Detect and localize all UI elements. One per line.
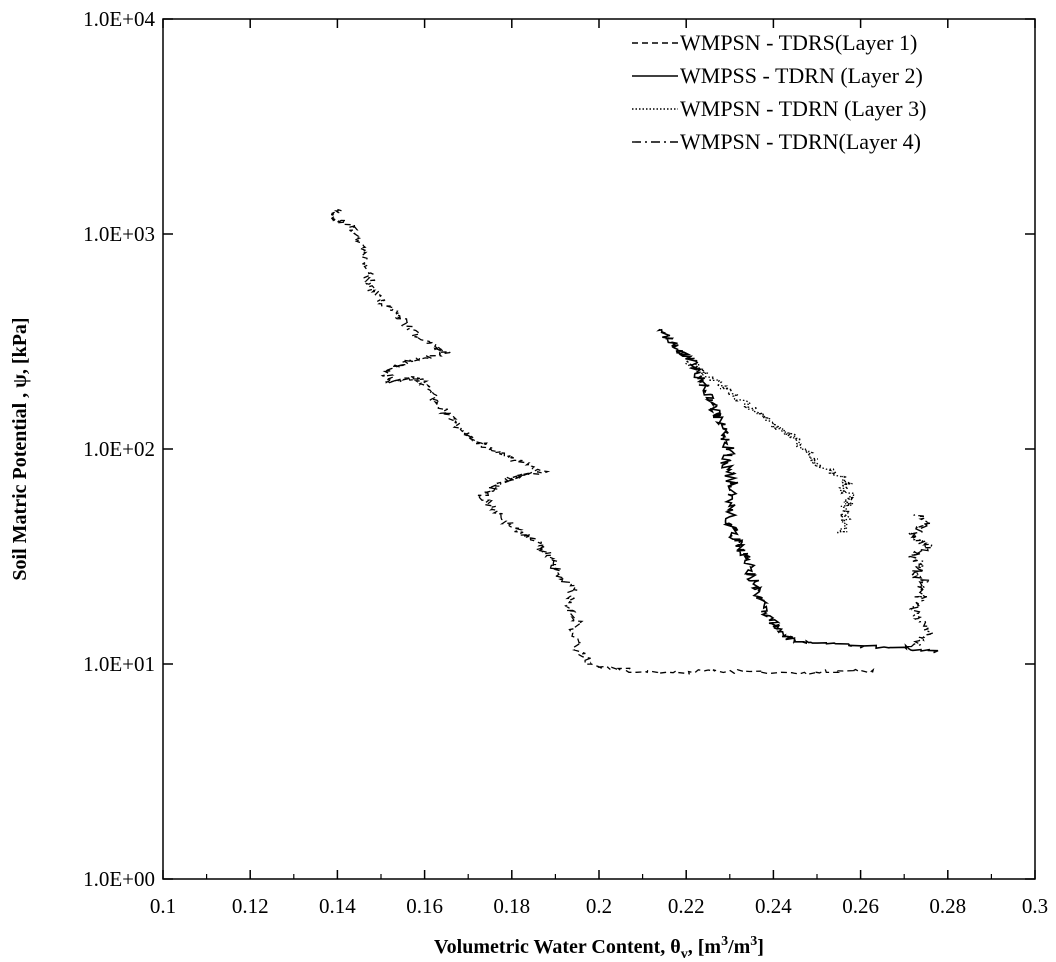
series-line-3: [684, 358, 856, 534]
legend-label-1: WMPSN - TDRS(Layer 1): [680, 30, 917, 55]
x-tick-label: 0.12: [232, 894, 269, 918]
series-line-4: [906, 513, 936, 648]
y-tick-label: 1.0E+01: [83, 652, 155, 676]
x-axis-title: Volumetric Water Content, θv, [m3/m3]: [434, 934, 764, 962]
x-tick-label: 0.14: [319, 894, 356, 918]
x-tick-label: 0.24: [755, 894, 792, 918]
y-tick-label: 1.0E+04: [83, 7, 155, 31]
legend: WMPSN - TDRS(Layer 1) WMPSS - TDRN (Layer…: [632, 30, 926, 154]
x-tick-label: 0.2: [586, 894, 612, 918]
y-tick-labels: 1.0E+00 1.0E+01 1.0E+02 1.0E+03 1.0E+04: [83, 7, 155, 891]
y-tick-label: 1.0E+00: [83, 867, 155, 891]
x-tick-label: 0.22: [668, 894, 705, 918]
plot-area: [162, 18, 1036, 880]
x-tick-label: 0.3: [1022, 894, 1048, 918]
legend-label-2: WMPSS - TDRN (Layer 2): [680, 63, 923, 88]
legend-label-4: WMPSN - TDRN(Layer 4): [680, 129, 921, 154]
legend-label-3: WMPSN - TDRN (Layer 3): [680, 96, 926, 121]
series-line-2: [656, 328, 939, 654]
axis-ticks: [162, 18, 1036, 880]
series-group: [330, 208, 939, 677]
y-axis-title: Soil Matric Potential , ψ, [kPa]: [9, 317, 31, 580]
series-line-1: [330, 208, 875, 677]
x-tick-label: 0.28: [929, 894, 966, 918]
x-tick-label: 0.16: [406, 894, 443, 918]
x-tick-labels: 0.1 0.12 0.14 0.16 0.18 0.2 0.22 0.24 0.26 0.28 0.…: [150, 894, 1048, 918]
x-tick-label: 0.18: [493, 894, 530, 918]
x-tick-label: 0.1: [150, 894, 176, 918]
x-tick-label: 0.26: [842, 894, 879, 918]
y-tick-label: 1.0E+03: [83, 222, 155, 246]
y-tick-label: 1.0E+02: [83, 437, 155, 461]
